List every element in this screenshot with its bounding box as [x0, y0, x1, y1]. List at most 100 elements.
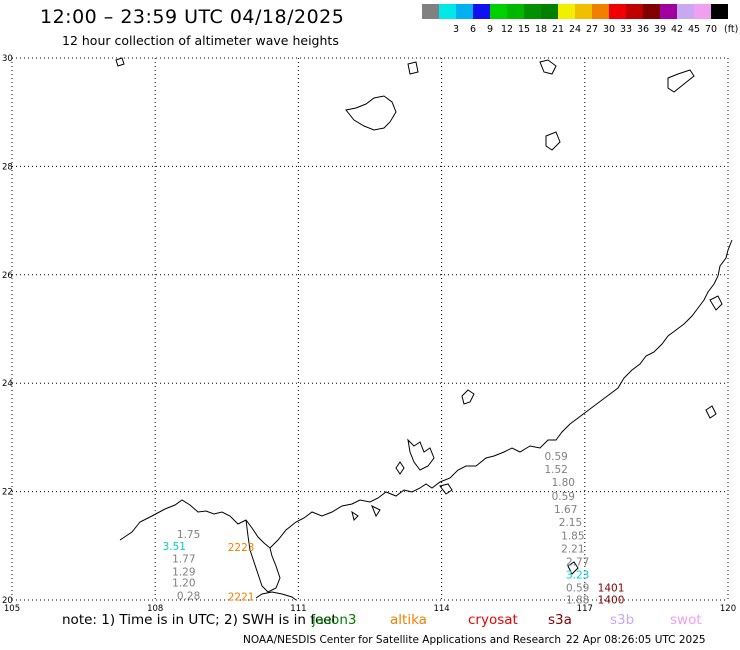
- inland-lake: [115, 57, 125, 67]
- legend-label: 33: [619, 24, 633, 35]
- coastal-islet: [395, 461, 405, 475]
- inland-lake: [709, 295, 723, 311]
- leizhou-peninsula: [245, 519, 281, 593]
- legend-swatch: [558, 4, 575, 19]
- wave-height-observation: 1.75: [177, 529, 200, 541]
- legend-label: 42: [670, 24, 684, 35]
- legend-swatch: [422, 4, 439, 19]
- coastal-islet: [351, 510, 359, 521]
- wave-height-observation: 1.67: [554, 504, 577, 516]
- legend-swatch: [609, 4, 626, 19]
- lon-tick-label: 105: [4, 604, 20, 614]
- legend-label: 18: [534, 24, 548, 35]
- legend-label: 6: [469, 24, 477, 35]
- legend-swatch: [592, 4, 609, 19]
- legend-label: 15: [517, 24, 531, 35]
- map-title: 12:00 – 23:59 UTC 04/18/2025: [40, 6, 345, 28]
- lon-tick-label: 108: [147, 604, 163, 614]
- satellite-name-jason3: jason3: [312, 612, 357, 628]
- lat-tick-label: 26: [2, 271, 13, 281]
- mainland-coastline: [119, 239, 733, 549]
- coastal-islet: [567, 561, 579, 575]
- lat-tick-label: 22: [2, 488, 13, 498]
- lon-tick-label: 120: [720, 604, 736, 614]
- wave-height-observation: 1.52: [544, 464, 567, 476]
- wave-height-observation: 1.77: [172, 553, 195, 565]
- wave-height-observation: 3.51: [163, 541, 186, 553]
- legend-swatch: [507, 4, 524, 19]
- legend-label: 27: [585, 24, 599, 35]
- inland-lake: [667, 69, 695, 93]
- wave-height-observation: 1.29: [172, 566, 195, 578]
- legend-swatch: [660, 4, 677, 19]
- coastal-islet: [371, 504, 381, 518]
- legend-swatch: [711, 4, 728, 19]
- wave-height-observation: 1.88: [566, 594, 589, 606]
- wave-height-observation: 3.23: [566, 570, 589, 582]
- wave-height-observation: 0.59: [544, 451, 567, 463]
- footer-timestamp: 22 Apr 08:26:05 UTC 2025: [566, 634, 706, 646]
- lon-tick-label: 117: [577, 604, 593, 614]
- lat-tick-label: 28: [2, 162, 13, 172]
- legend-label: 70: [704, 24, 718, 35]
- map-subtitle: 12 hour collection of altimeter wave hei…: [62, 33, 339, 48]
- legend-label: 21: [551, 24, 565, 35]
- wave-height-observation: 0.59: [566, 583, 589, 595]
- satellite-name-swot: swot: [670, 612, 702, 628]
- wave-height-observation: 0.28: [177, 591, 200, 603]
- penghu-islet: [461, 389, 475, 405]
- coastline: [115, 57, 733, 601]
- pearl-river-islands: [407, 438, 435, 471]
- inland-lake: [345, 95, 397, 131]
- lat-lon-grid: [11, 57, 729, 601]
- satellite-name-s3a: s3a: [548, 612, 572, 628]
- wave-height-observation: 1.80: [552, 477, 575, 489]
- legend-label: 39: [653, 24, 667, 35]
- legend-label: 45: [687, 24, 701, 35]
- legend-label: 9: [486, 24, 494, 35]
- lat-tick-label: 24: [2, 379, 13, 389]
- wave-height-observation: 1401: [598, 583, 625, 595]
- legend-label: 3: [452, 24, 460, 35]
- legend-swatch: [456, 4, 473, 19]
- wave-height-observation: 1.20: [172, 578, 195, 590]
- legend-label: 24: [568, 24, 582, 35]
- wave-height-observation: 2221: [228, 592, 255, 604]
- satellite-name-s3b: s3b: [610, 612, 635, 628]
- satellite-name-altika: altika: [390, 612, 427, 628]
- legend-swatch: [439, 4, 456, 19]
- hainan-island: [255, 591, 297, 601]
- lat-tick-label: 30: [2, 54, 13, 64]
- coastal-islet: [439, 483, 453, 495]
- lon-tick-label: 111: [290, 604, 306, 614]
- footer-organization: NOAA/NESDIS Center for Satellite Applica…: [243, 634, 561, 646]
- lon-tick-label: 114: [433, 604, 449, 614]
- wave-height-observation: 1400: [598, 594, 625, 606]
- wave-height-observation: 2.15: [559, 517, 582, 529]
- wave-height-observation: 2.77: [566, 557, 589, 569]
- legend-swatch: [490, 4, 507, 19]
- legend-label: 30: [602, 24, 616, 35]
- wave-height-observation: 1.85: [561, 531, 584, 543]
- coastal-islet: [705, 405, 717, 419]
- satellite-name-cryosat: cryosat: [468, 612, 518, 628]
- legend-swatch: [541, 4, 558, 19]
- legend-swatch: [643, 4, 660, 19]
- legend-swatch: [575, 4, 592, 19]
- wave-height-observation: 0.59: [552, 491, 575, 503]
- inland-lake: [545, 131, 561, 151]
- legend-label: 12: [500, 24, 514, 35]
- legend-swatch: [524, 4, 541, 19]
- inland-lake: [539, 59, 557, 75]
- legend-unit: (ft): [724, 24, 739, 35]
- wave-height-observation: 2.21: [561, 544, 584, 556]
- legend-swatch: [626, 4, 643, 19]
- lat-tick-label: 20: [2, 596, 13, 606]
- legend-swatch: [473, 4, 490, 19]
- legend-swatch: [677, 4, 694, 19]
- wave-height-observation: 2223: [228, 542, 255, 554]
- legend-label: 36: [636, 24, 650, 35]
- note-text: note: 1) Time is in UTC; 2) SWH is in fe…: [62, 612, 337, 628]
- legend-swatch: [694, 4, 711, 19]
